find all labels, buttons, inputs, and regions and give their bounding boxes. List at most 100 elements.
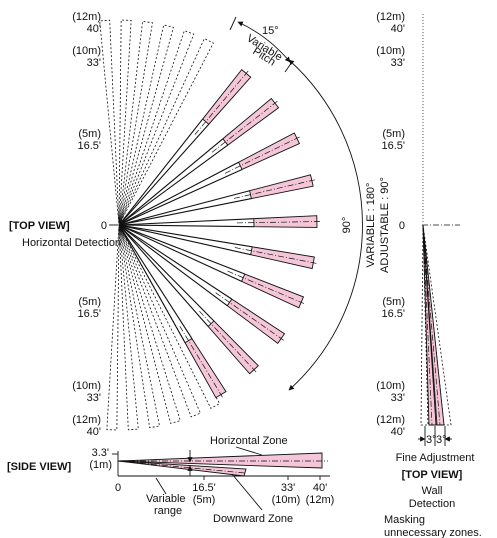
wall-tick-16ft-bot: 16.5' (381, 308, 405, 320)
wall-tick-12m-top: (12m) (376, 11, 405, 23)
wall-tick-5m-top: (5m) (382, 128, 405, 140)
zone-ray (118, 118, 204, 226)
zone-ray (118, 224, 186, 343)
zone-ray (118, 224, 254, 228)
pitch-angle-label: 15° (262, 25, 279, 37)
tick-5m-top: (5m) (78, 128, 101, 140)
top-view-horizontal-detection: (12m) 40' (10m) 33' (5m) 16.5' [TOP VIEW… (9, 11, 391, 438)
zone-centerline (215, 292, 285, 342)
zone-centerline (224, 136, 301, 174)
wall-subtitle-2: Detection (409, 498, 455, 510)
variable-range-label-1: Variable (146, 493, 186, 505)
ghost-zone (118, 19, 132, 224)
adjustable-arc (288, 59, 363, 391)
detection-zone-10 (184, 337, 227, 399)
tick-10m-top: (10m) (72, 45, 101, 57)
side-tick-33ft: 33' (281, 482, 295, 494)
wall-tick-16ft-top: 16.5' (381, 140, 405, 152)
masking-label-1: Masking (384, 514, 425, 526)
wall-tick-33ft-bot: 33' (391, 392, 405, 404)
zone-centerline (234, 247, 318, 264)
variable-180-label: VARIABLE : 180° (365, 183, 377, 268)
zone-ray (118, 161, 239, 226)
side-height-m: (1m) (89, 459, 112, 471)
ghost-zone (106, 226, 120, 431)
tick-10m-bot: (10m) (72, 380, 101, 392)
variable-range-label-2: range (154, 505, 182, 517)
side-view-title: [SIDE VIEW] (7, 461, 72, 473)
side-view: 3.3' (1m) [SIDE VIEW] Horizontal Zone Do… (7, 435, 334, 525)
horizontal-zone-beam (117, 452, 323, 469)
zone-ray (118, 224, 251, 256)
masking-label-2: unnecessary zones. (384, 527, 482, 538)
gap-left-label: 3° (426, 434, 437, 446)
tick-33ft-top: 33' (87, 57, 101, 69)
wall-subtitle-1: Wall (422, 485, 443, 497)
detection-zone-3 (237, 132, 301, 171)
wall-tick-33ft-top: 33' (391, 57, 405, 69)
downward-zone-beam (117, 460, 247, 477)
zone-ray (118, 224, 233, 300)
tick-12m-bot: (12m) (72, 414, 101, 426)
wall-tick-10m-top: (10m) (376, 45, 405, 57)
side-height-ft: 3.3' (92, 447, 109, 459)
side-tick-10m: (10m) (272, 494, 301, 506)
zone-centerline (233, 179, 316, 199)
zone-rays (118, 118, 254, 343)
ghost-zone (99, 19, 120, 224)
tick-16ft-bot: 16.5' (77, 308, 101, 320)
tick-12m-top: (12m) (72, 11, 101, 23)
tick-40ft-top: 40' (87, 23, 101, 35)
top-view-subtitle: Horizontal Detection (22, 237, 121, 249)
zone-ray (118, 224, 209, 327)
fine-adjustment-label: Fine Adjustment (396, 452, 475, 464)
zone-centerline (179, 325, 224, 399)
tick-40ft-bot: 40' (87, 426, 101, 438)
zone-ray (118, 218, 254, 226)
zone-ray (118, 224, 228, 307)
tick-5m-bot: (5m) (78, 296, 101, 308)
zone-ray (118, 123, 210, 226)
side-tick-16ft: 16.5' (192, 482, 216, 494)
wall-tick-40ft-top: 40' (391, 23, 405, 35)
zone-ray (118, 224, 215, 322)
wall-tick-12m-bot: (12m) (376, 414, 405, 426)
tick-16ft-top: 16.5' (77, 140, 101, 152)
detection-zone-5 (253, 215, 318, 228)
zone-centerline (227, 270, 306, 305)
detection-zones (179, 68, 321, 399)
wall-tick-zero: 0 (399, 220, 405, 232)
ghost-zone (119, 38, 214, 224)
top-view-wall-detection: (12m) 40' (10m) 33' (5m) 16.5' 0 (5m) 16… (376, 11, 482, 538)
top-view-title: [TOP VIEW] (9, 220, 70, 232)
zone-ray (118, 190, 250, 226)
zone-ray (118, 168, 243, 226)
adjustable-90-label: ADJUSTABLE : 90° (379, 177, 391, 273)
side-tick-5m: (5m) (193, 494, 216, 506)
detection-zone-6 (250, 246, 315, 270)
tick-33ft-bot: 33' (87, 392, 101, 404)
horizontal-zone-label: Horizontal Zone (210, 435, 288, 447)
zone-ray (118, 224, 253, 248)
zone-centerline (211, 100, 279, 153)
arc-angle-label: 90° (341, 217, 353, 234)
side-tick-0: 0 (115, 482, 121, 494)
detection-zone-7 (241, 273, 305, 309)
side-tick-40ft: 40' (313, 482, 327, 494)
wall-zone-right (422, 224, 445, 426)
gap-right-label: 3° (436, 434, 447, 446)
zone-ray (118, 198, 252, 226)
zone-ray (118, 144, 229, 226)
wall-tick-40ft-bot: 40' (391, 426, 405, 438)
zone-centerline (199, 311, 258, 373)
wall-view-title: [TOP VIEW] (402, 469, 463, 481)
zone-ray (118, 224, 242, 282)
zone-ray (118, 138, 224, 226)
zone-ray (118, 224, 193, 339)
downward-zone-label: Downward Zone (213, 513, 293, 525)
tick-zero: 0 (101, 220, 107, 232)
zone-centerline (236, 221, 321, 224)
wall-tick-10m-bot: (10m) (376, 380, 405, 392)
zone-centerline (194, 70, 250, 135)
detection-zone-4 (249, 174, 314, 200)
